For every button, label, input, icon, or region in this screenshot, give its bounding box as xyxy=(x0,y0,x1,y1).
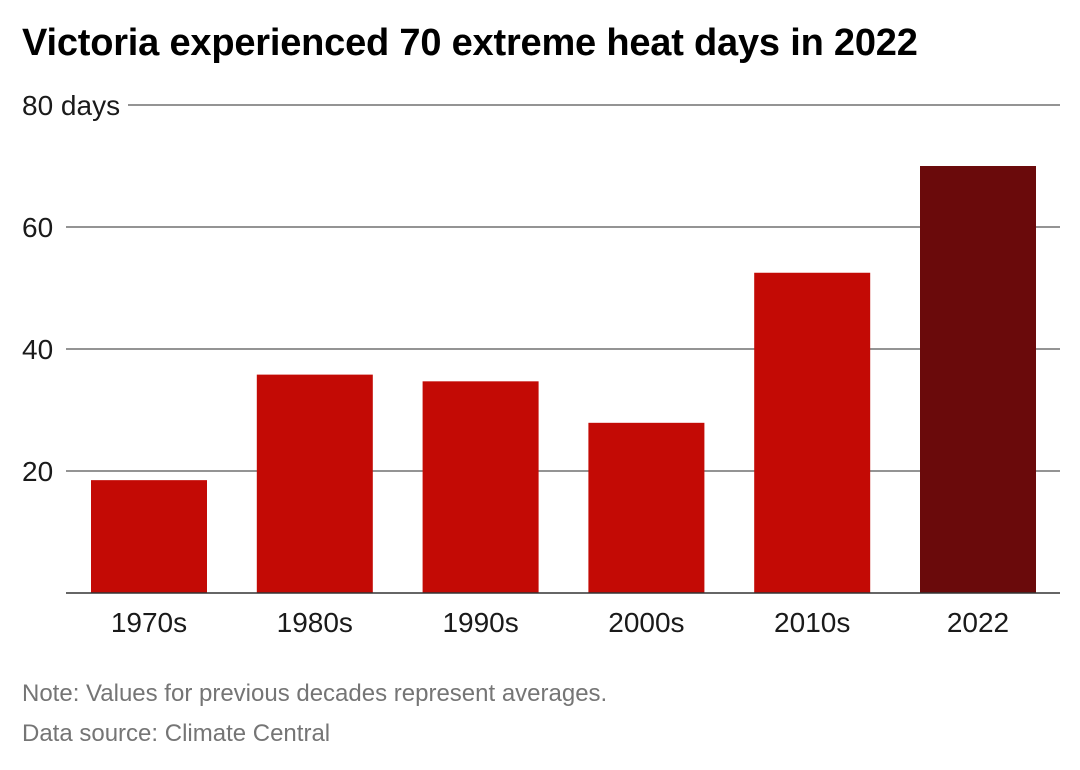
y-tick-label-40: 40 xyxy=(22,334,53,365)
x-tick-label-1980s: 1980s xyxy=(277,607,353,638)
x-tick-label-2022: 2022 xyxy=(947,607,1009,638)
bar-2000s xyxy=(588,422,705,593)
chart-note: Note: Values for previous decades repres… xyxy=(22,680,608,707)
y-tick-label-20: 20 xyxy=(22,456,53,487)
x-tick-label-1970s: 1970s xyxy=(111,607,187,638)
chart-title: Victoria experienced 70 extreme heat day… xyxy=(22,22,918,64)
bar-2010s xyxy=(754,272,871,593)
x-axis-labels: 1970s 1980s 1990s 2000s 2010s 2022 xyxy=(111,607,1009,638)
x-tick-label-2000s: 2000s xyxy=(608,607,684,638)
y-axis-labels: 20 40 60 80 days xyxy=(22,90,120,487)
y-tick-label-80: 80 days xyxy=(22,90,120,121)
bar-chart: 20 40 60 80 days 1970s 1980s 1990s 2000s 2010s 2… xyxy=(22,90,1060,638)
bar-1980s xyxy=(256,374,373,593)
y-tick-label-60: 60 xyxy=(22,212,53,243)
gridlines xyxy=(66,104,1060,472)
x-tick-label-2010s: 2010s xyxy=(774,607,850,638)
x-tick-label-1990s: 1990s xyxy=(442,607,518,638)
data-source: Data source: Climate Central xyxy=(22,720,331,747)
bar-2022 xyxy=(920,166,1036,593)
bar-1970s xyxy=(91,480,207,593)
bars xyxy=(91,166,1036,593)
bar-1990s xyxy=(422,381,539,593)
